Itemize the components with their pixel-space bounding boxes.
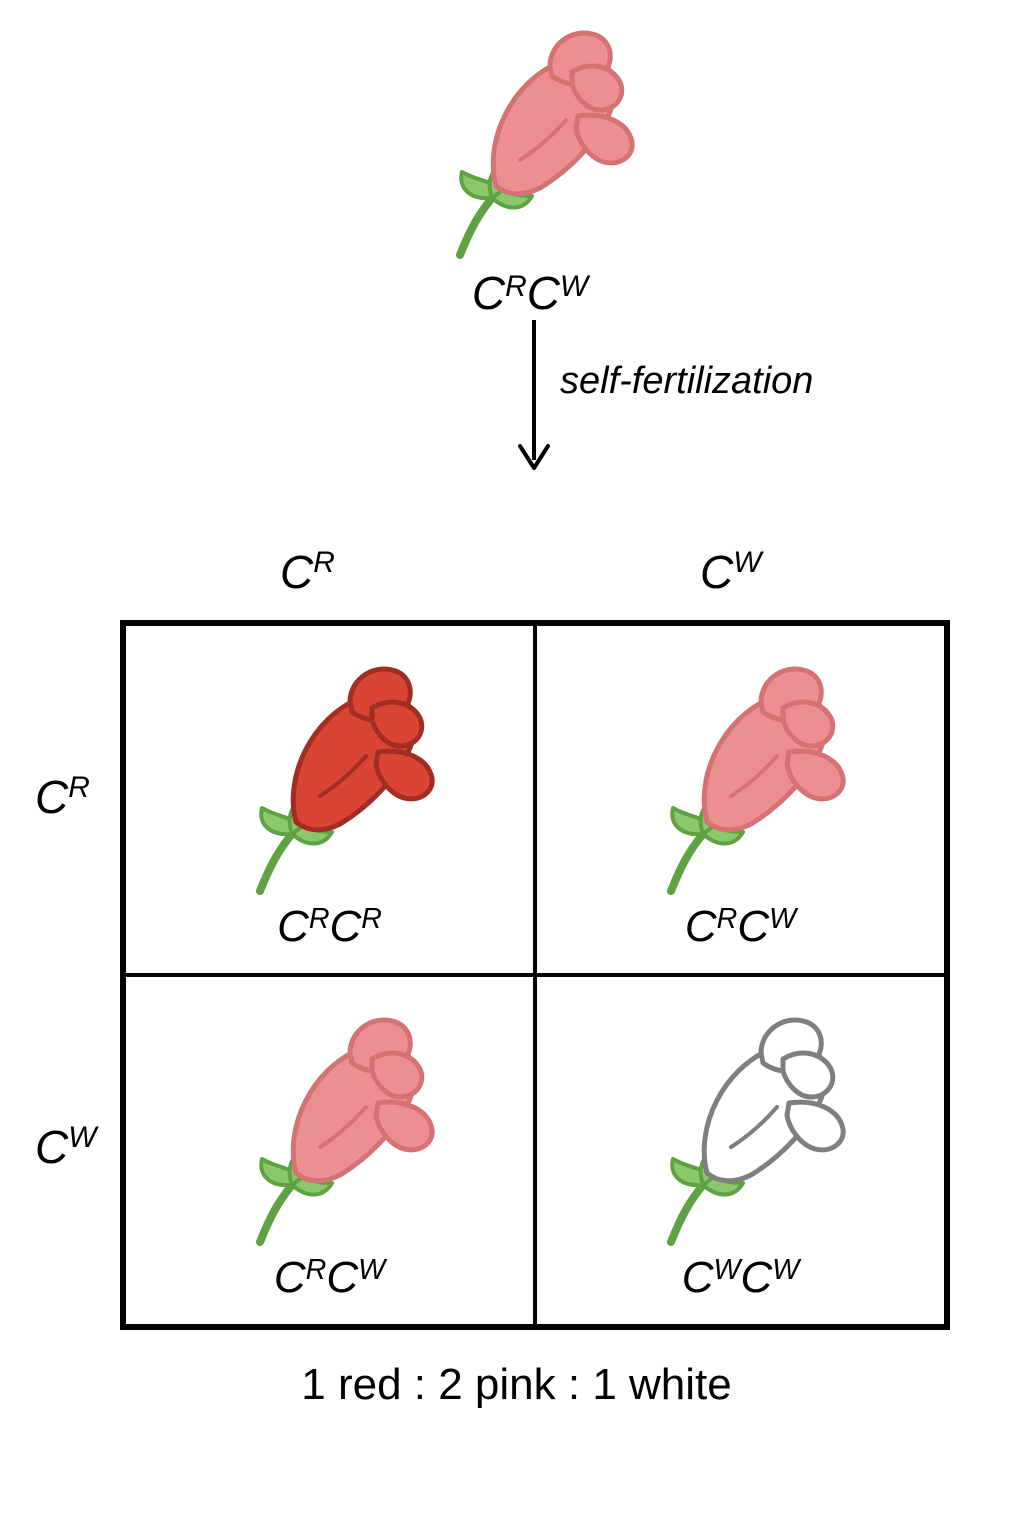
diagram-container: CRCW self-fertilization CR CW CR CW CRCR [0,0,1033,1521]
flower-icon [200,1007,460,1247]
cell-genotype: CRCW [685,902,796,952]
flower-icon [400,20,660,260]
cell-genotype: CRCW [274,1253,385,1303]
parent-genotype: CRCW [472,266,588,320]
parent-flower: CRCW [400,20,660,320]
punnett-cell: CRCW [535,624,946,975]
punnett-cell: CWCW [535,975,946,1326]
arrow-label: self-fertilization [560,360,813,403]
column-label-2: CW [700,545,761,599]
row-label-2: CW [35,1120,96,1174]
arrow-down [516,320,520,480]
punnett-cell: CRCR [124,624,535,975]
cell-genotype: CRCR [277,902,382,952]
allele-c: C [527,266,560,320]
flower-icon [611,656,871,896]
row-label-1: CR [35,770,90,824]
cell-genotype: CWCW [682,1253,800,1303]
flower-icon [611,1007,871,1247]
punnett-square: CRCR CRCW CRCW CWCW [120,620,950,1330]
allele-c: C [472,266,505,320]
column-label-1: CR [280,545,335,599]
punnett-cell: CRCW [124,975,535,1326]
allele-sup-r: R [505,270,527,304]
phenotype-ratio: 1 red : 2 pink : 1 white [0,1360,1033,1410]
allele-sup-w: W [560,270,588,304]
flower-icon [200,656,460,896]
